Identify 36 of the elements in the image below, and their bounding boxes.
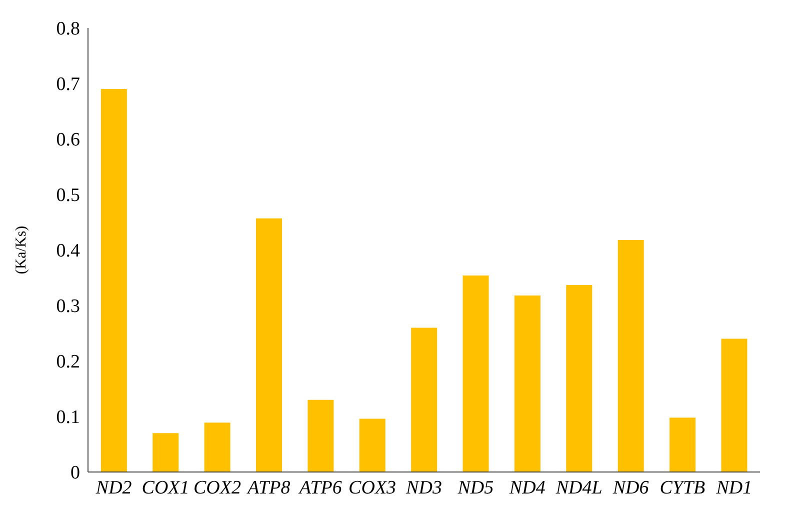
- x-tick-label: ATP6: [297, 477, 342, 498]
- bar: [566, 284, 592, 472]
- x-tick-label: COX2: [193, 477, 242, 498]
- y-tick-label: 0.2: [56, 352, 80, 373]
- x-tick-label: ND3: [405, 477, 442, 498]
- bar: [721, 338, 748, 472]
- y-tick-label: 0.5: [56, 185, 80, 206]
- y-tick-label: 0.4: [56, 240, 80, 262]
- y-tick-label: 0.8: [56, 18, 80, 40]
- y-tick-label: 0: [70, 462, 80, 484]
- bar: [256, 218, 282, 472]
- y-axis-title: (Ka/Ks): [13, 226, 30, 274]
- bar: [100, 89, 127, 472]
- x-tick-label: ND4L: [554, 477, 602, 498]
- bar: [514, 296, 540, 472]
- bar: [359, 418, 386, 472]
- x-tick-label: ND6: [612, 477, 650, 498]
- bar: [308, 400, 334, 472]
- bar: [411, 328, 438, 472]
- x-tick-label: COX3: [348, 477, 396, 498]
- y-tick-label: 0.7: [56, 74, 80, 96]
- x-tick-label: ND2: [94, 477, 132, 498]
- bar: [462, 276, 489, 472]
- bar: [670, 418, 696, 472]
- y-tick-label: 0.6: [56, 130, 80, 151]
- x-tick-label: CYTB: [660, 477, 706, 498]
- y-tick-label: 0.1: [56, 407, 80, 428]
- x-tick-label: ND4: [508, 477, 546, 498]
- y-tick-label: 0.3: [56, 296, 80, 318]
- bar: [152, 433, 179, 472]
- x-tick-label: COX1: [142, 477, 190, 498]
- x-tick-label: ND5: [456, 477, 494, 498]
- bar: [618, 240, 644, 472]
- x-tick-label: ATP8: [246, 477, 291, 498]
- bar: [204, 422, 230, 472]
- x-tick-label: ND1: [715, 477, 752, 498]
